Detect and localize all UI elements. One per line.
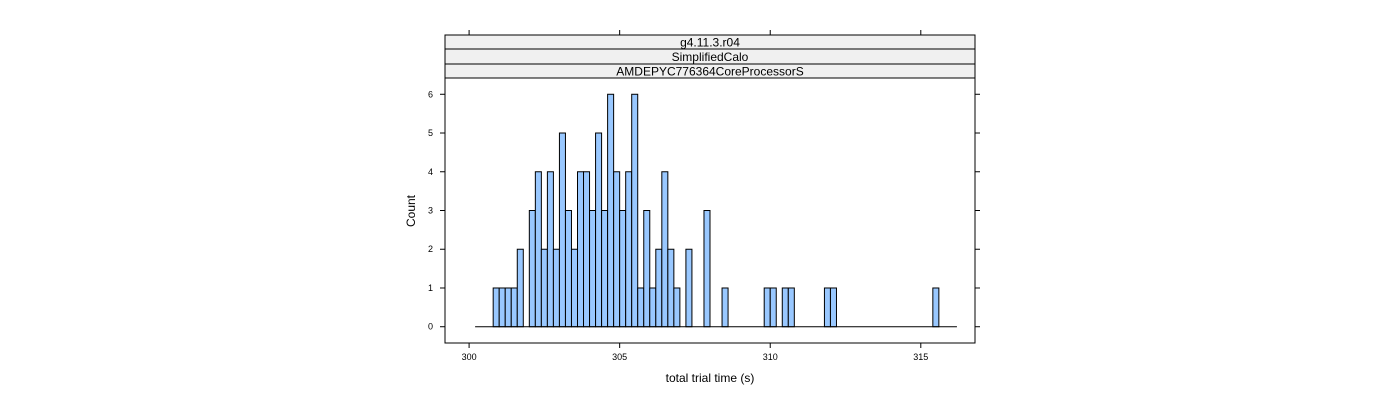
y-tick-label-3: 3	[428, 206, 433, 216]
histogram-bar-7	[540, 248, 548, 328]
histogram-bar-21	[625, 171, 633, 328]
y-tick-label-2: 2	[428, 244, 433, 254]
y-axis-title: Count	[404, 194, 418, 227]
y-tick-label-4: 4	[428, 167, 433, 177]
histogram-bar-16	[595, 132, 603, 328]
x-tick-label-2: 310	[763, 352, 778, 362]
histogram-bar-29	[673, 287, 681, 328]
histogram-bar-30	[685, 248, 693, 328]
strip-label-1: g4.11.3.r04	[680, 36, 740, 50]
histogram-bar-20	[619, 210, 627, 328]
histogram-bar-9	[552, 248, 560, 328]
histogram-bar-19	[613, 171, 621, 328]
histogram-bar-26	[655, 248, 663, 328]
histogram-bar-37	[823, 287, 831, 328]
histogram-bar-10	[558, 132, 566, 328]
y-tick-label-0: 0	[428, 322, 433, 332]
histogram-bar-17	[601, 210, 609, 328]
histogram-bar-5	[528, 210, 536, 328]
histogram-bar-3	[510, 287, 518, 328]
strip-label-3: AMDEPYC776364CoreProcessorS	[616, 65, 803, 79]
histogram-bar-2	[504, 287, 512, 328]
y-axis-ticks: 0 1 2 3 4 5 6	[428, 89, 980, 332]
histogram-bar-12	[570, 248, 578, 328]
histogram-bar-27	[661, 171, 669, 328]
histogram-bar-14	[583, 171, 591, 328]
y-tick-label-6: 6	[428, 89, 433, 99]
y-tick-label-5: 5	[428, 128, 433, 138]
strip-label-2: SimplifiedCalo	[672, 50, 749, 64]
x-axis-title: total trial time (s)	[666, 371, 755, 385]
histogram-bar-34	[769, 287, 777, 328]
histogram-bar-36	[787, 287, 795, 328]
histogram-bar-33	[763, 287, 771, 328]
histogram-bar-13	[577, 171, 585, 328]
histogram-bar-22	[631, 93, 639, 328]
x-axis-ticks: 300 305 310 315	[462, 30, 928, 362]
histogram-bar-11	[564, 210, 572, 328]
histogram-bar-0	[492, 287, 500, 328]
histogram-bar-32	[721, 287, 729, 328]
histogram-bar-25	[649, 287, 657, 328]
histogram-bar-38	[829, 287, 837, 328]
y-tick-label-1: 1	[428, 283, 433, 293]
histogram-bar-35	[781, 287, 789, 328]
histogram-bar-6	[534, 171, 542, 328]
x-tick-label-1: 305	[612, 352, 627, 362]
x-tick-label-0: 300	[462, 352, 477, 362]
histogram-bars	[492, 93, 940, 328]
histogram-bar-28	[667, 248, 675, 328]
x-tick-label-3: 315	[913, 352, 928, 362]
histogram-bar-4	[516, 248, 524, 328]
histogram-bar-18	[607, 93, 615, 328]
panel-strips: g4.11.3.r04 SimplifiedCalo AMDEPYC776364…	[444, 34, 976, 79]
histogram-bar-1	[498, 287, 506, 328]
histogram-bar-39	[932, 287, 940, 328]
histogram-bar-23	[637, 287, 645, 328]
histogram-bar-8	[546, 171, 554, 328]
histogram-bar-31	[703, 210, 711, 328]
histogram-bar-24	[643, 210, 651, 328]
histogram-bar-15	[589, 210, 597, 328]
